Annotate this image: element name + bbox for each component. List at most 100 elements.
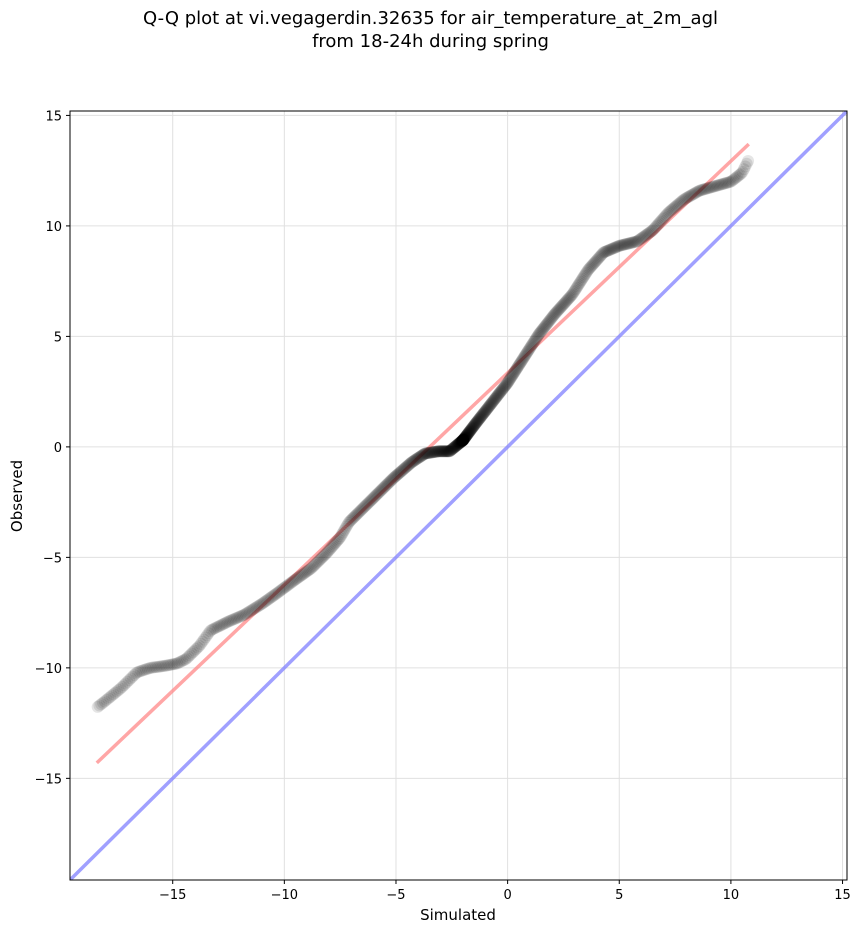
data-point <box>262 593 275 606</box>
data-point <box>454 436 467 449</box>
data-point <box>696 183 709 196</box>
data-point <box>461 428 474 441</box>
data-point <box>114 682 127 695</box>
data-point <box>392 468 405 481</box>
data-point <box>492 388 505 401</box>
data-point <box>210 621 223 634</box>
data-point <box>726 174 739 187</box>
data-point <box>191 641 204 654</box>
data-point <box>436 445 449 458</box>
data-point <box>518 350 531 363</box>
data-point <box>554 301 567 314</box>
data-point <box>490 390 503 403</box>
data-point <box>648 222 661 235</box>
data-point <box>228 613 241 626</box>
data-point <box>453 436 466 449</box>
data-point <box>445 443 458 456</box>
data-point <box>455 435 468 448</box>
data-point <box>423 446 436 459</box>
data-point <box>358 500 371 513</box>
data-point <box>350 508 363 521</box>
data-point <box>460 429 473 442</box>
data-point <box>449 440 462 453</box>
data-point <box>346 512 359 525</box>
data-point <box>482 400 495 413</box>
data-point <box>320 546 333 559</box>
data-point <box>508 366 521 379</box>
data-point <box>403 457 416 470</box>
data-point <box>482 401 495 414</box>
data-point <box>498 380 511 393</box>
data-point <box>151 660 164 673</box>
data-point <box>425 446 438 459</box>
data-point <box>732 169 745 182</box>
data-point <box>504 372 517 385</box>
x-tick-label: −10 <box>271 888 298 903</box>
data-point <box>577 271 590 284</box>
data-point <box>571 280 584 293</box>
data-point <box>282 578 295 591</box>
data-point <box>511 360 524 373</box>
data-point <box>673 196 686 209</box>
data-point <box>426 446 439 459</box>
data-point <box>397 463 410 476</box>
data-point <box>259 595 272 608</box>
data-point <box>379 480 392 493</box>
data-point <box>585 260 598 273</box>
data-point <box>735 167 748 180</box>
data-point <box>491 389 504 402</box>
data-point <box>340 520 353 533</box>
data-point <box>401 460 414 473</box>
data-point <box>706 180 719 193</box>
data-point <box>458 432 471 445</box>
data-point <box>739 160 752 173</box>
data-point <box>439 445 452 458</box>
data-point <box>424 446 437 459</box>
data-point <box>255 598 268 611</box>
data-point <box>600 245 613 258</box>
data-point <box>520 347 533 360</box>
data-point <box>158 659 171 672</box>
data-point <box>452 437 465 450</box>
data-point <box>366 492 379 505</box>
data-point <box>307 559 320 572</box>
data-point <box>478 406 491 419</box>
data-point <box>515 355 528 368</box>
data-point <box>532 329 545 342</box>
data-point <box>342 516 355 529</box>
reference-lines <box>70 111 847 880</box>
data-point <box>705 181 718 194</box>
data-point <box>518 349 531 362</box>
data-point <box>407 454 420 467</box>
identity-line <box>70 111 847 880</box>
data-point <box>343 515 356 528</box>
data-point <box>171 657 184 670</box>
data-point <box>583 262 596 275</box>
data-point <box>414 450 427 463</box>
data-point <box>187 646 200 659</box>
data-point <box>614 239 627 252</box>
data-point <box>636 231 649 244</box>
data-point <box>456 434 469 447</box>
data-point <box>420 447 433 460</box>
data-point <box>644 225 657 238</box>
data-point <box>481 402 494 415</box>
data-point <box>422 446 435 459</box>
data-point <box>476 409 489 422</box>
data-point <box>534 326 547 339</box>
data-point <box>457 433 470 446</box>
data-point <box>279 580 292 593</box>
data-point <box>365 493 378 506</box>
data-point <box>456 434 469 447</box>
data-point <box>314 552 327 565</box>
data-point <box>643 226 656 239</box>
data-point <box>392 467 405 480</box>
data-point <box>406 455 419 468</box>
data-point <box>305 562 318 575</box>
data-point <box>384 475 397 488</box>
data-point <box>219 617 232 630</box>
data-point <box>543 314 556 327</box>
data-point <box>454 435 467 448</box>
data-point <box>618 238 631 251</box>
data-point <box>524 341 537 354</box>
